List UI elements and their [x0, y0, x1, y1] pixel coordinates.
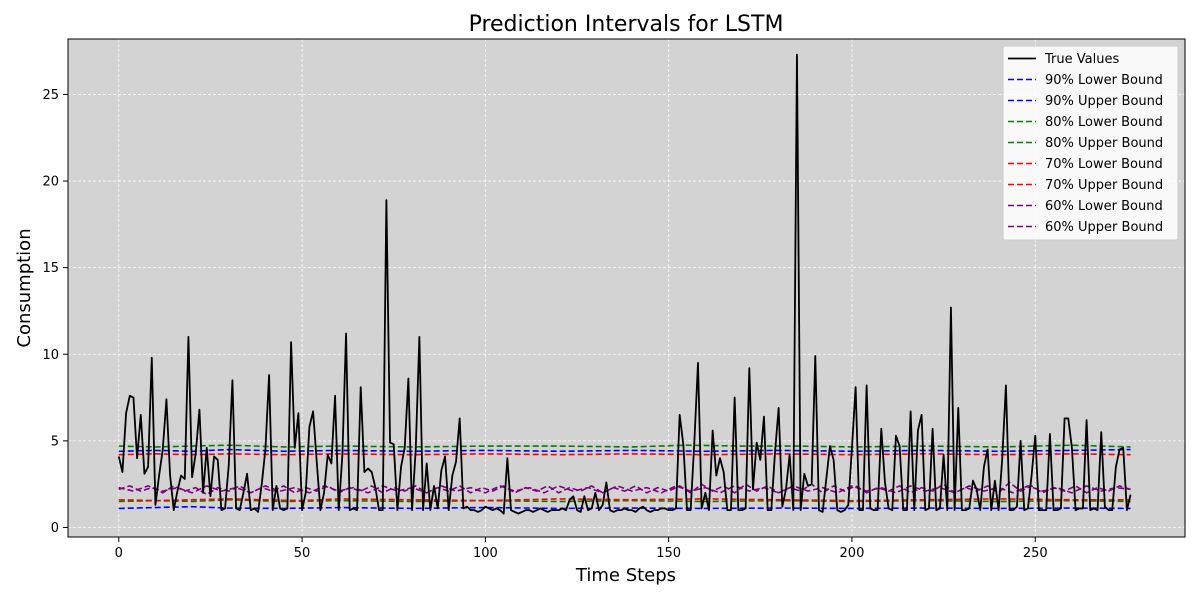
- y-tick-label: 15: [42, 261, 59, 276]
- legend: True Values 90% Lower Bound 90% Upper Boun…: [1002, 45, 1179, 241]
- y-axis: 0 5 10 15 20 25: [42, 88, 68, 536]
- legend-box: [1002, 45, 1179, 241]
- y-axis-label: Consumption: [14, 228, 35, 347]
- legend-label: 80% Upper Bound: [1045, 136, 1163, 151]
- y-tick-label: 10: [42, 348, 59, 363]
- x-tick-label: 100: [473, 546, 498, 561]
- series-line-90-lower-bound: [118, 505, 1131, 510]
- legend-label: 90% Lower Bound: [1045, 73, 1163, 88]
- x-tick-label: 250: [1023, 546, 1048, 561]
- series-layer: [117, 53, 1132, 515]
- legend-label: 90% Upper Bound: [1045, 94, 1163, 109]
- series-line-70-lower-bound: [118, 498, 1131, 502]
- series-line-80-lower-bound: [118, 498, 1131, 503]
- legend-label: 60% Lower Bound: [1045, 199, 1163, 214]
- plot-frame: [67, 38, 1186, 538]
- x-axis: 0 50 100 150 200 250: [115, 537, 1048, 561]
- y-tick-label: 20: [42, 175, 59, 190]
- legend-label: 70% Upper Bound: [1045, 178, 1163, 193]
- x-axis-label: Time Steps: [575, 565, 676, 586]
- x-tick-label: 200: [840, 546, 865, 561]
- series-line-70-upper-bound: [118, 453, 1131, 456]
- x-tick-label: 150: [656, 546, 681, 561]
- x-tick-label: 0: [115, 546, 123, 561]
- legend-label: True Values: [1044, 52, 1119, 67]
- legend-label: 80% Lower Bound: [1045, 115, 1163, 130]
- y-tick-label: 5: [51, 434, 59, 449]
- x-tick-label: 50: [294, 546, 311, 561]
- legend-label: 70% Lower Bound: [1045, 157, 1163, 172]
- y-tick-label: 25: [42, 88, 59, 103]
- series-line-80-upper-bound: [118, 444, 1131, 448]
- chart-title: Prediction Intervals for LSTM: [469, 12, 784, 37]
- legend-label: 60% Upper Bound: [1045, 220, 1163, 235]
- series-line-true-values: [117, 53, 1132, 515]
- series-line-90-upper-bound: [118, 448, 1131, 453]
- y-tick-label: 0: [51, 521, 59, 536]
